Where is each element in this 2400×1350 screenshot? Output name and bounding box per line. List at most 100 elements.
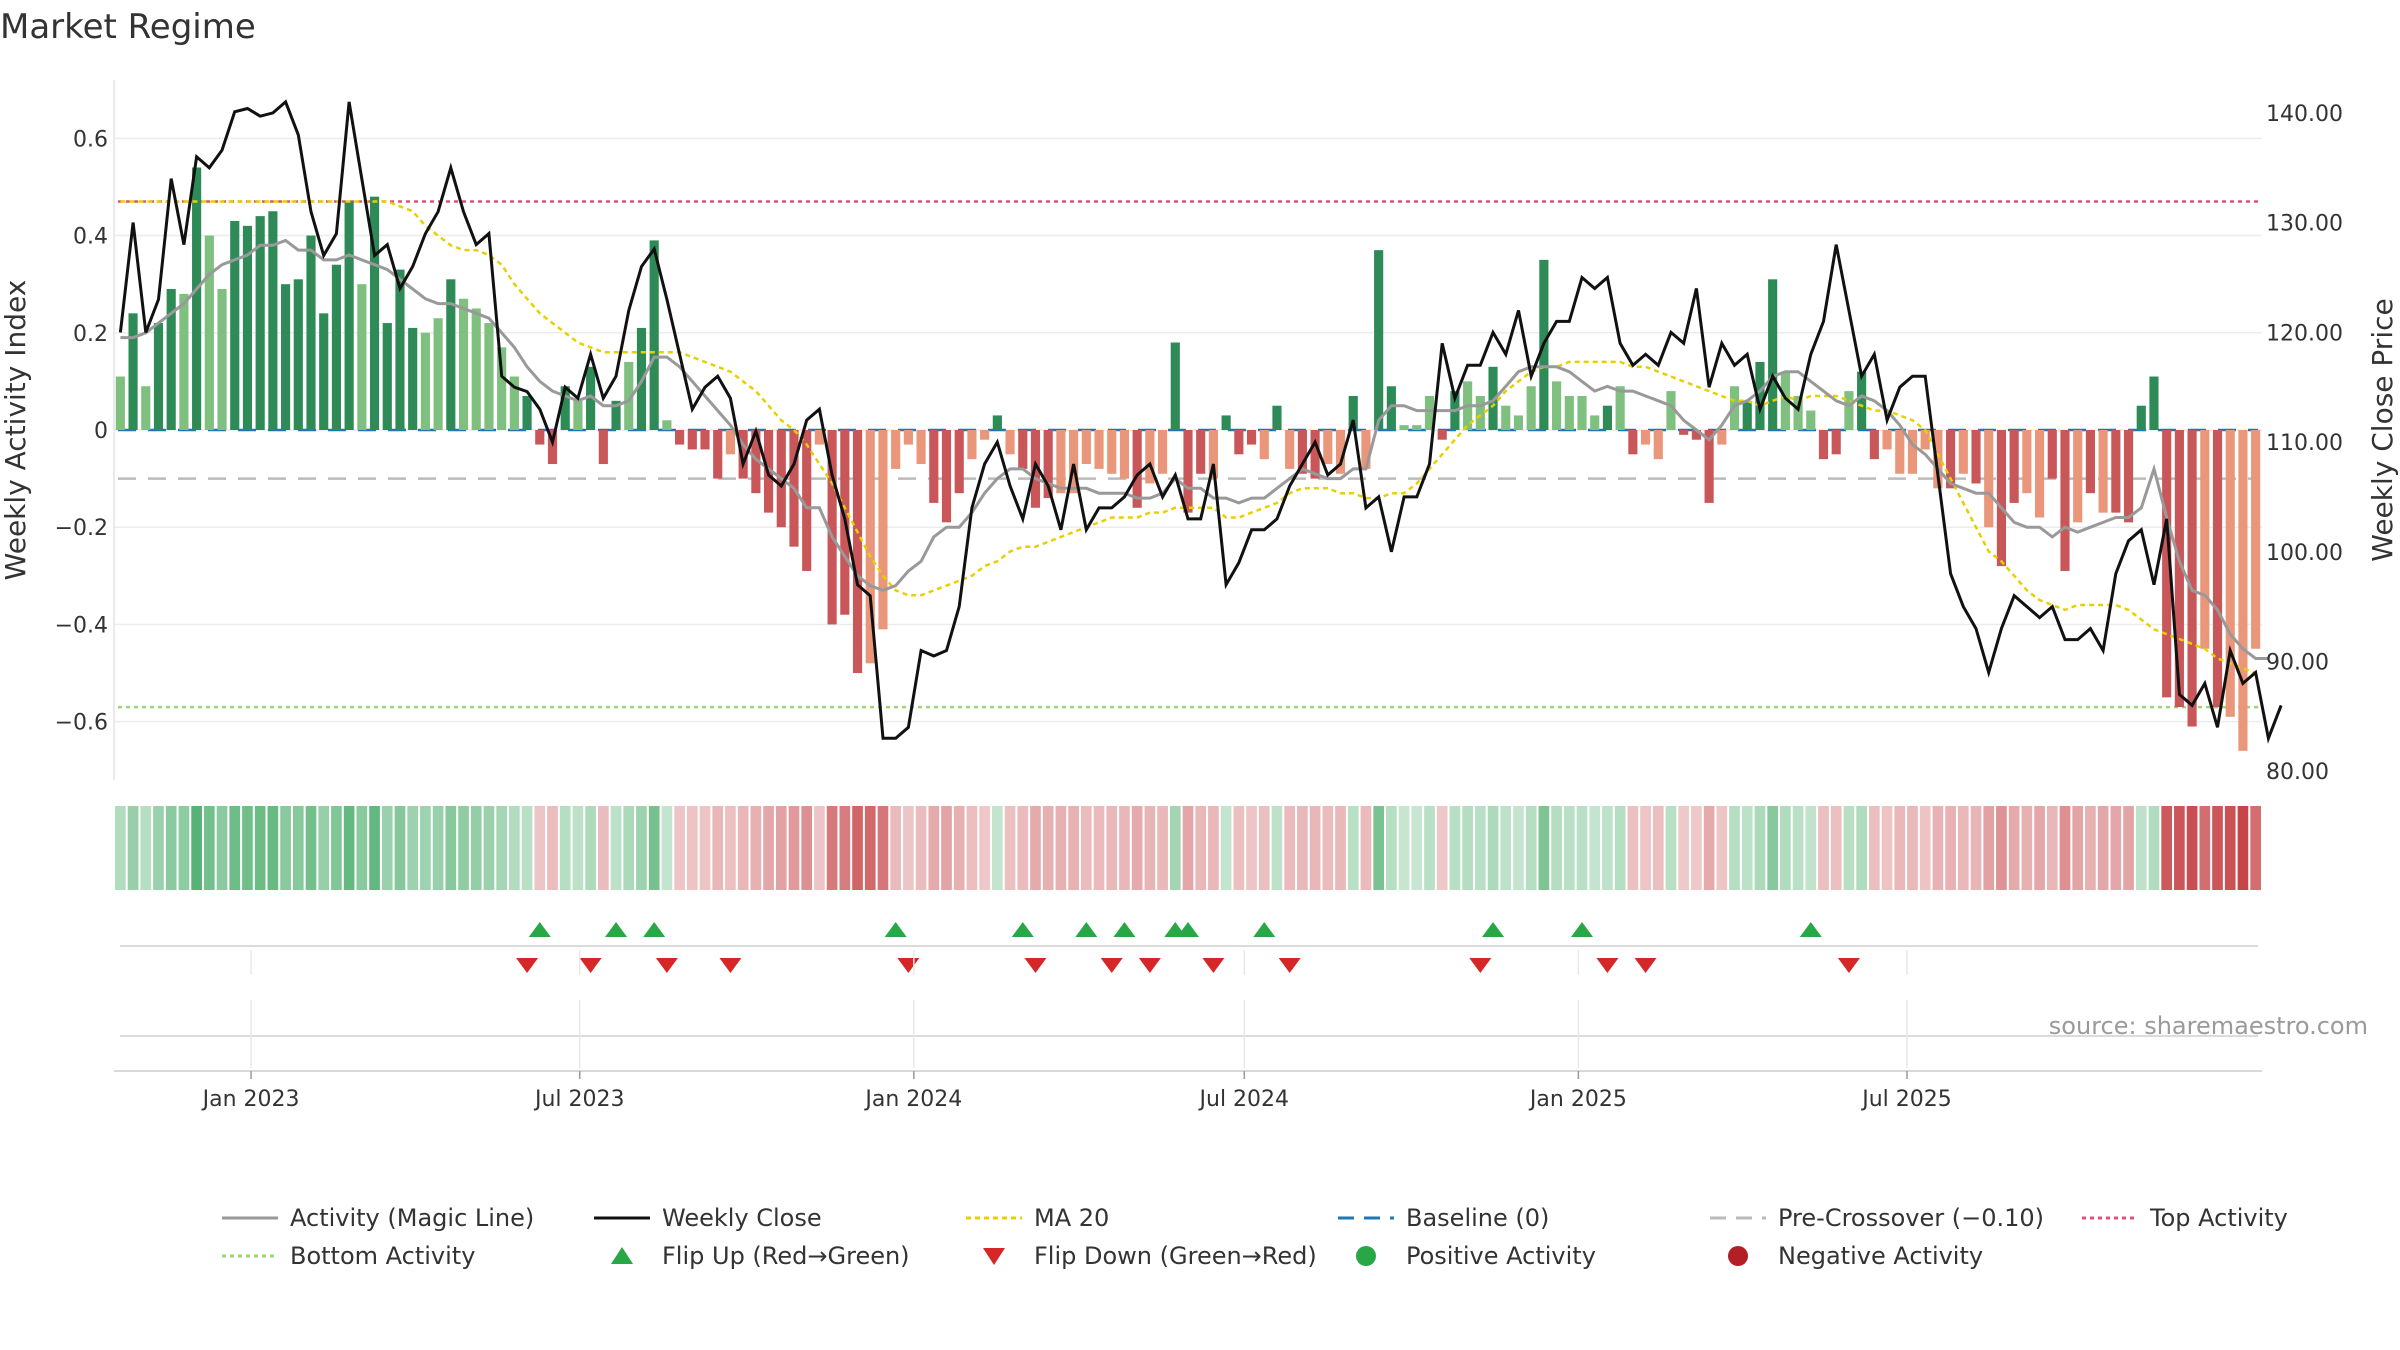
- flip-down-marker: [1100, 958, 1123, 973]
- activity-bar: [2098, 430, 2108, 513]
- right-tick-label: 140.00: [2266, 102, 2343, 127]
- right-tick-label: 100.00: [2266, 541, 2343, 566]
- regime-cell: [1614, 806, 1626, 890]
- activity-bar: [1628, 430, 1638, 455]
- activity-bar: [662, 420, 672, 430]
- legend-item: Bottom Activity: [222, 1242, 475, 1270]
- activity-bar: [1679, 430, 1689, 435]
- main-plot: 0.6 0.4 0.2 0 −0.2 −0.4 −0.6 140.00 130.00 120.0…: [55, 80, 2343, 785]
- regime-cell: [686, 806, 698, 890]
- regime-cell: [852, 806, 863, 890]
- regime-cell: [1945, 806, 1956, 890]
- ma20-line: [120, 200, 2257, 675]
- activity-bar: [2085, 430, 2095, 494]
- activity-bar: [687, 430, 697, 450]
- activity-bar: [497, 347, 507, 430]
- regime-cell: [1830, 806, 1842, 890]
- regime-cell: [788, 806, 800, 890]
- regime-cell: [2008, 806, 2020, 890]
- left-axis-ticks: 0.6 0.4 0.2 0 −0.2 −0.4 −0.6: [55, 127, 108, 735]
- regime-strip: [115, 806, 2261, 890]
- flip-up-marker: [528, 922, 551, 937]
- activity-bar: [1501, 405, 1511, 430]
- regime-cell: [165, 806, 177, 890]
- regime-cell: [1513, 806, 1524, 890]
- regime-cell: [2123, 806, 2134, 890]
- activity-bar: [675, 430, 685, 445]
- activity-bar: [1958, 430, 1968, 474]
- regime-cell: [254, 806, 266, 890]
- regime-cell: [826, 806, 838, 890]
- legend-label: Baseline (0): [1406, 1204, 1549, 1232]
- regime-cell: [292, 806, 304, 890]
- activity-bar: [2162, 430, 2172, 698]
- regime-cell: [2059, 806, 2071, 890]
- regime-cell: [737, 806, 749, 890]
- activity-bar: [1081, 430, 1091, 465]
- regime-cell: [1957, 806, 1969, 890]
- regime-cell: [2085, 806, 2096, 890]
- regime-cell: [674, 806, 685, 890]
- legend-item: Flip Down (Green→Red): [983, 1242, 1317, 1270]
- regime-cell: [1042, 806, 1054, 890]
- activity-bar: [891, 430, 901, 469]
- activity-bar: [1818, 430, 1829, 460]
- regime-cell: [2161, 806, 2173, 890]
- activity-bar: [153, 323, 164, 430]
- flip-down-marker: [1469, 958, 1492, 973]
- activity-bar: [751, 430, 761, 494]
- regime-cell: [597, 806, 609, 890]
- regime-cell: [191, 806, 202, 890]
- flip-down-marker: [516, 958, 539, 973]
- activity-bar: [522, 395, 532, 430]
- activity-bar: [217, 289, 227, 430]
- regime-cell: [470, 806, 482, 890]
- regime-cell: [420, 806, 431, 890]
- regime-cell: [2212, 806, 2223, 890]
- regime-cell: [1080, 806, 1092, 890]
- activity-bar: [1234, 430, 1244, 455]
- flip-up-marker: [1011, 922, 1034, 937]
- regime-cell: [1818, 806, 1829, 890]
- regime-cell: [267, 806, 279, 890]
- activity-bar: [1208, 430, 1218, 479]
- activity-bar: [1399, 425, 1409, 430]
- regime-cell: [814, 806, 825, 890]
- regime-cell: [305, 806, 317, 890]
- right-tick-label: 90.00: [2266, 651, 2329, 676]
- regime-cell: [394, 806, 406, 890]
- regime-cell: [381, 806, 393, 890]
- regime-cell: [1360, 806, 1372, 890]
- regime-cell: [178, 806, 190, 890]
- regime-cell: [1309, 806, 1321, 890]
- regime-cell: [2135, 806, 2147, 890]
- activity-bar: [319, 313, 329, 430]
- activity-bar: [941, 430, 952, 523]
- activity-bar: [1526, 386, 1536, 430]
- activity-bar: [967, 430, 977, 460]
- regime-cell: [1055, 806, 1067, 890]
- regime-cell: [153, 806, 164, 890]
- regime-cell: [521, 806, 533, 890]
- triangle-up-icon: [611, 1247, 633, 1264]
- regime-cell: [1576, 806, 1588, 890]
- regime-cell: [369, 806, 380, 890]
- regime-cell: [979, 806, 990, 890]
- regime-cell: [534, 806, 546, 890]
- activity-bar: [509, 376, 519, 430]
- activity-bar: [1640, 430, 1651, 445]
- activity-bar: [1145, 430, 1155, 484]
- activity-bar: [471, 308, 481, 430]
- activity-bar: [369, 196, 380, 430]
- activity-bar: [141, 386, 151, 430]
- legend-label: Negative Activity: [1778, 1242, 1983, 1270]
- left-tick-label: 0.6: [73, 127, 108, 152]
- regime-cell: [1729, 806, 1740, 890]
- activity-bar: [814, 430, 824, 445]
- regime-cell: [2097, 806, 2109, 890]
- regime-cell: [1144, 806, 1156, 890]
- regime-cell: [432, 806, 444, 890]
- x-tick-label: Jul 2025: [1860, 1087, 1952, 1112]
- activity-bar: [802, 430, 812, 571]
- x-tick-label: Jan 2025: [1528, 1087, 1627, 1112]
